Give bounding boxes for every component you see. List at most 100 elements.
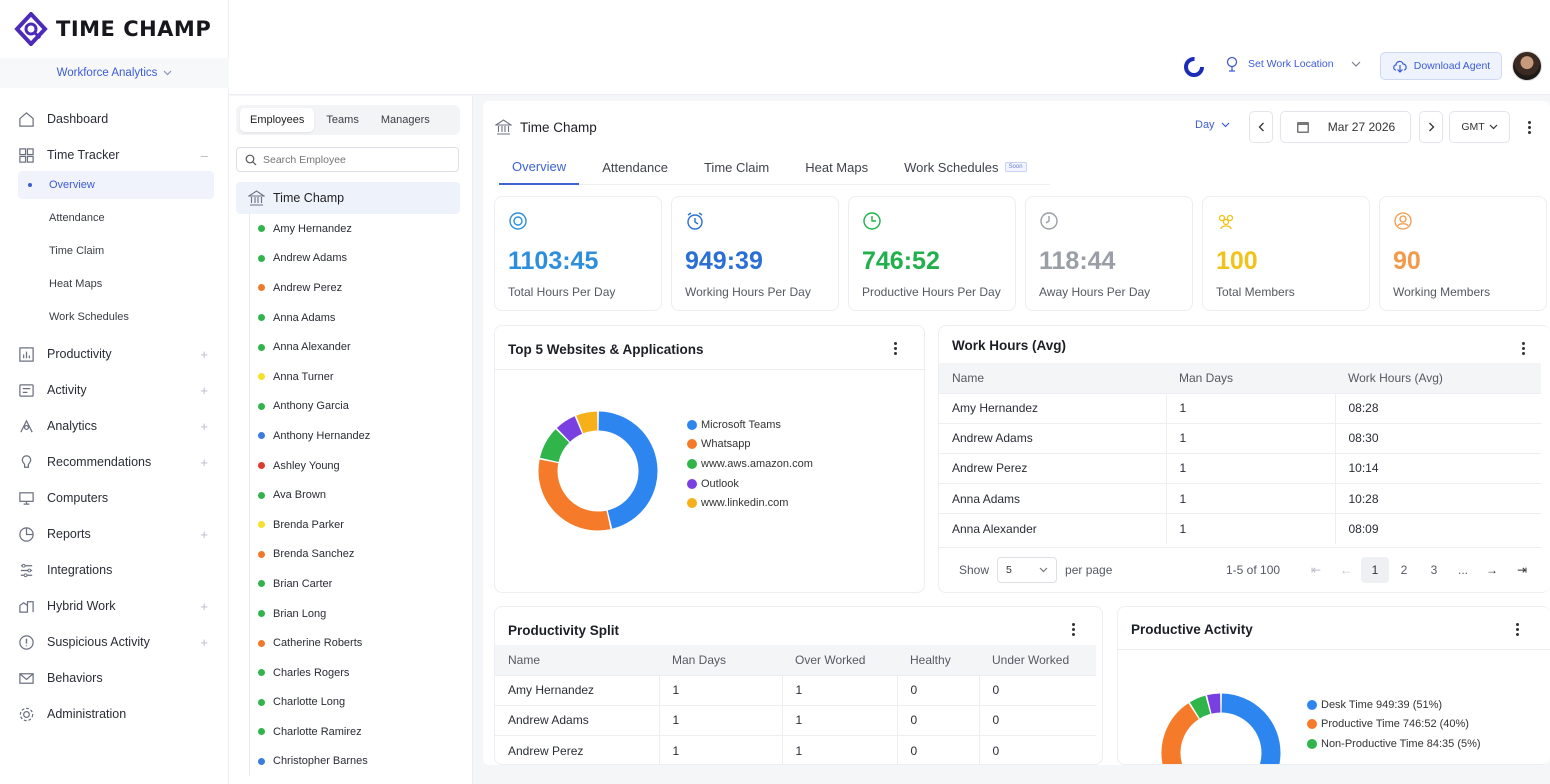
donut-slice[interactable] <box>1219 693 1281 765</box>
timezone-select[interactable]: GMT <box>1449 111 1510 143</box>
prev-date-button[interactable] <box>1249 111 1273 143</box>
next-page-icon[interactable]: → <box>1486 563 1498 577</box>
nav-activity[interactable]: Activity + <box>18 375 214 405</box>
legend-item[interactable]: Desk Time 949:39 (51%) <box>1307 695 1481 715</box>
employee-list-item[interactable]: Anthony Garcia <box>250 392 459 422</box>
tab-work-schedules[interactable]: Work Schedules Soon <box>891 149 1039 185</box>
employee-list-item[interactable]: Anna Adams <box>250 303 459 333</box>
employee-list-item[interactable]: Amy Hernandez <box>250 214 459 244</box>
donut-slice[interactable] <box>1189 695 1211 719</box>
legend-item[interactable]: www.linkedin.com <box>687 493 813 513</box>
donut-slice[interactable] <box>540 429 570 463</box>
nav-label: Hybrid Work <box>47 599 116 613</box>
sub-heat-maps[interactable]: Heat Maps <box>18 270 214 298</box>
search-input[interactable] <box>263 153 443 166</box>
nav-recommendations[interactable]: Recommendations + <box>18 447 214 477</box>
prev-page-icon[interactable]: ← <box>1340 563 1352 577</box>
expand-icon[interactable]: + <box>200 382 208 398</box>
first-page-icon[interactable]: ⇤ <box>1310 563 1322 577</box>
page-2[interactable]: 2 <box>1400 563 1408 577</box>
tab-attendance[interactable]: Attendance <box>602 159 668 175</box>
tab-overview[interactable]: Overview <box>499 149 580 185</box>
per-page-select[interactable]: 5 <box>997 557 1058 583</box>
set-work-location[interactable]: Set Work Location <box>1225 56 1361 72</box>
nav-administration[interactable]: Administration <box>18 699 214 729</box>
donut-slice[interactable] <box>556 416 583 442</box>
nav-integrations[interactable]: Integrations <box>18 555 214 585</box>
tab-time-claim[interactable]: Time Claim <box>703 159 770 175</box>
brand-logo[interactable]: TIME CHAMP <box>14 12 211 46</box>
more-options-icon[interactable] <box>1510 619 1524 639</box>
collapse-icon[interactable]: – <box>200 147 208 163</box>
employee-list-item[interactable]: Charles Rogers <box>250 658 459 688</box>
nav-behaviors[interactable]: Behaviors <box>18 663 214 693</box>
module-switcher[interactable]: Workforce Analytics <box>0 58 229 88</box>
employee-list-item[interactable]: Christopher Barnes <box>250 747 459 777</box>
sub-overview[interactable]: Overview <box>18 171 214 199</box>
employee-list-item[interactable]: Anthony Hernandez <box>250 421 459 451</box>
date-picker[interactable]: Mar 27 2026 <box>1280 111 1411 143</box>
donut-slice[interactable] <box>538 459 611 531</box>
employee-list-item[interactable]: Charlotte Ramirez <box>250 717 459 747</box>
legend-item[interactable]: Productive Time 746:52 (40%) <box>1307 715 1481 735</box>
legend-item[interactable]: Non-Productive Time 84:35 (5%) <box>1307 734 1481 754</box>
legend-item[interactable]: www.aws.amazon.com <box>687 454 813 474</box>
org-item[interactable]: Time Champ <box>236 182 460 214</box>
more-options-icon[interactable] <box>888 338 902 358</box>
sub-attendance[interactable]: Attendance <box>18 204 214 232</box>
employee-list-item[interactable]: Anna Alexander <box>250 332 459 362</box>
employee-list-item[interactable]: Brenda Sanchez <box>250 540 459 570</box>
expand-icon[interactable]: + <box>200 526 208 542</box>
donut-slice[interactable] <box>1207 693 1221 714</box>
tab-heat-maps[interactable]: Heat Maps <box>805 159 869 175</box>
expand-icon[interactable]: + <box>200 598 208 614</box>
nav-suspicious-activity[interactable]: Suspicious Activity + <box>18 627 214 657</box>
nav-productivity[interactable]: Productivity + <box>18 339 214 369</box>
nav-reports[interactable]: Reports + <box>18 519 214 549</box>
expand-icon[interactable]: + <box>200 346 208 362</box>
nav-dashboard[interactable]: Dashboard <box>18 104 214 134</box>
expand-icon[interactable]: + <box>200 454 208 470</box>
employee-list-item[interactable]: Andrew Adams <box>250 244 459 274</box>
expand-icon[interactable]: + <box>200 634 208 650</box>
avatar[interactable] <box>1512 51 1542 81</box>
nav-label: Behaviors <box>47 671 103 685</box>
donut-slice[interactable] <box>1161 703 1217 765</box>
more-options-icon[interactable] <box>1522 117 1536 137</box>
nav-hybrid-work[interactable]: Hybrid Work + <box>18 591 214 621</box>
legend-item[interactable]: Outlook <box>687 474 813 494</box>
period-select[interactable]: Day <box>1195 119 1230 131</box>
tab-teams[interactable]: Teams <box>326 114 359 126</box>
download-agent-button[interactable]: Download Agent <box>1380 52 1502 80</box>
employee-list-item[interactable]: Ashley Young <box>250 451 459 481</box>
employee-list-item[interactable]: Ava Brown <box>250 480 459 510</box>
more-options-icon[interactable] <box>1516 338 1530 358</box>
employee-list-item[interactable]: Brian Long <box>250 599 459 629</box>
tab-managers[interactable]: Managers <box>380 114 430 126</box>
employee-list-item[interactable]: Brenda Parker <box>250 510 459 540</box>
sub-time-claim[interactable]: Time Claim <box>18 237 214 265</box>
last-page-icon[interactable]: ⇥ <box>1516 563 1528 577</box>
download-agent-label: Download Agent <box>1413 60 1491 72</box>
page-1[interactable]: 1 <box>1361 557 1389 583</box>
legend-item[interactable]: Whatsapp <box>687 435 813 455</box>
employee-list-item[interactable]: Charlotte Long <box>250 688 459 718</box>
employee-list-item[interactable]: Anna Turner <box>250 362 459 392</box>
legend-item[interactable]: Microsoft Teams <box>687 415 813 435</box>
sync-icon[interactable] <box>1183 56 1205 78</box>
employee-list-item[interactable]: Brian Carter <box>250 569 459 599</box>
employee-list-item[interactable]: Andrew Perez <box>250 273 459 303</box>
tab-employees[interactable]: Employees <box>240 108 315 132</box>
next-date-button[interactable] <box>1419 111 1443 143</box>
more-options-icon[interactable] <box>1066 619 1080 639</box>
nav-computers[interactable]: Computers <box>18 483 214 513</box>
donut-slice[interactable] <box>598 411 658 529</box>
donut-slice[interactable] <box>576 411 598 434</box>
page-3[interactable]: 3 <box>1430 563 1438 577</box>
nav-time-tracker[interactable]: Time Tracker – <box>18 140 214 170</box>
table-cell: Andrew Perez <box>939 452 1167 484</box>
employee-list-item[interactable]: Catherine Roberts <box>250 628 459 658</box>
nav-analytics[interactable]: Analytics + <box>18 411 214 441</box>
expand-icon[interactable]: + <box>200 418 208 434</box>
sub-work-schedules[interactable]: Work Schedules <box>18 303 214 331</box>
